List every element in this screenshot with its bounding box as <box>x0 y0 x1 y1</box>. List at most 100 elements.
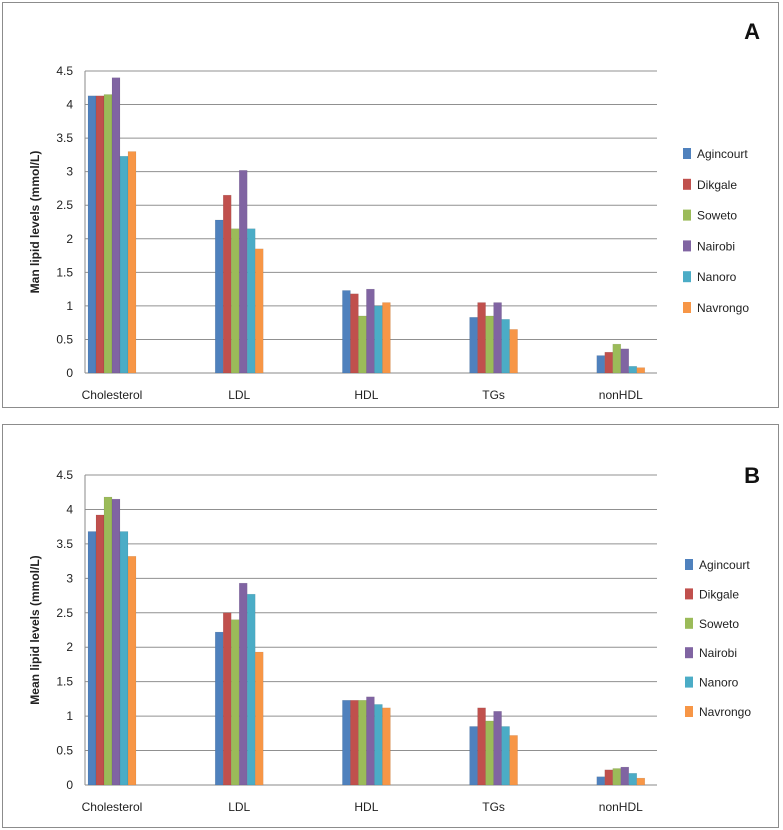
chart-b-legend-swatch-agincourt <box>685 559 693 570</box>
chart-b-category-label: HDL <box>354 800 378 814</box>
chart-b-bar-ldl-dikgale <box>222 612 232 786</box>
chart-a-ytick-label: 1 <box>66 299 73 313</box>
chart-b-category-label: TGs <box>482 800 505 814</box>
chart-a-bar-nonhdl-dikgale <box>604 351 614 374</box>
chart-a-bar-tgs-dikgale <box>477 302 486 374</box>
chart-a-ytick-label: 3 <box>66 165 73 179</box>
chart-a-bar-hdl-nanoro <box>374 305 383 374</box>
chart-b-bar-nonhdl-nanoro <box>628 773 638 786</box>
chart-b-panel-label: B <box>744 463 760 488</box>
chart-a-category-label: Cholesterol <box>82 388 143 402</box>
chart-a-bar-hdl-agincourt <box>342 290 351 374</box>
chart-a-legend-label: Navrongo <box>697 301 749 315</box>
chart-a-panel-label: A <box>744 19 760 44</box>
chart-a-bar-nonhdl-soweto <box>612 343 622 374</box>
chart-a-bar-cholesterol-dikgale <box>95 95 105 374</box>
chart-a-legend-label: Agincourt <box>697 147 748 161</box>
chart-b-legend-swatch-navrongo <box>685 706 693 717</box>
chart-b-bar-nonhdl-navrongo <box>636 777 646 786</box>
chart-b-bar-tgs-agincourt <box>469 726 478 786</box>
chart-b-legend-label: Soweto <box>699 617 739 631</box>
chart-a-bar-cholesterol-nairobi <box>111 77 121 374</box>
chart-a-legend-swatch-dikgale <box>683 178 691 190</box>
chart-a-category-label: nonHDL <box>599 388 643 402</box>
chart-a-bar-hdl-soweto <box>358 315 367 374</box>
chart-b-ytick-label: 2.5 <box>56 606 73 620</box>
chart-a-y-axis-title: Man lipid levels (mmol/L) <box>28 151 42 294</box>
chart-a-bar-ldl-nanoro <box>246 228 256 374</box>
chart-b-bar-tgs-nairobi <box>493 711 502 786</box>
chart-a-legend-swatch-agincourt <box>683 148 691 159</box>
chart-a-svg: 0 0.5 1 1.5 2 2.5 3 3.5 4 4.5 Cholesterol LDL HDL TGs… <box>28 19 760 402</box>
chart-b-legend-label: Dikgale <box>699 587 739 601</box>
chart-a-legend-label: Nanoro <box>697 270 737 284</box>
chart-b-bar-ldl-agincourt <box>214 631 224 786</box>
chart-b-category-label: nonHDL <box>599 800 643 814</box>
chart-a-category-label: TGs <box>482 388 505 402</box>
chart-b-ytick-label: 0.5 <box>56 744 73 758</box>
chart-a-legend-swatch-navrongo <box>683 302 691 313</box>
chart-a-category-label: HDL <box>354 388 378 402</box>
chart-b-legend-swatch-nanoro <box>685 676 693 688</box>
chart-b-bar-cholesterol-agincourt <box>87 531 97 786</box>
chart-a-ytick-label: 2.5 <box>56 198 73 212</box>
chart-b-bar-cholesterol-navrongo <box>127 556 137 786</box>
chart-a-bar-ldl-agincourt <box>214 219 224 374</box>
chart-b-bar-nonhdl-soweto <box>612 768 622 786</box>
chart-b-y-axis-title: Mean lipid levels (mmol/L) <box>28 555 42 704</box>
chart-b-bar-hdl-navrongo <box>382 707 391 786</box>
chart-a-bar-nonhdl-agincourt <box>596 355 606 374</box>
chart-a-bar-ldl-navrongo <box>254 248 264 374</box>
chart-a-bar-cholesterol-soweto <box>103 94 113 374</box>
chart-a-category-label: LDL <box>228 388 250 402</box>
chart-a-legend-swatch-nairobi <box>683 240 691 252</box>
chart-b-legend-swatch-dikgale <box>685 588 693 600</box>
chart-b-bar-hdl-nairobi <box>366 696 375 786</box>
chart-a-bar-tgs-agincourt <box>469 317 478 374</box>
chart-panel-a: 0 0.5 1 1.5 2 2.5 3 3.5 4 4.5 Cholesterol LDL HDL TGs… <box>2 2 779 408</box>
chart-a-ytick-label: 0 <box>66 366 73 380</box>
chart-a-legend-label: Soweto <box>697 209 737 223</box>
chart-a-legend-label: Nairobi <box>697 239 735 253</box>
chart-a-bar-ldl-dikgale <box>222 194 232 374</box>
chart-a-bar-hdl-navrongo <box>382 302 391 374</box>
chart-a-bar-nonhdl-navrongo <box>636 367 646 374</box>
chart-b-bar-cholesterol-dikgale <box>95 514 105 786</box>
chart-a-bar-hdl-nairobi <box>366 288 375 374</box>
chart-b-ytick-label: 0 <box>66 778 73 792</box>
chart-a-bar-nonhdl-nairobi <box>620 348 630 374</box>
chart-a-legend-label: Dikgale <box>697 178 737 192</box>
chart-b-legend-label: Nanoro <box>699 676 739 690</box>
chart-b-bar-tgs-nanoro <box>501 726 510 786</box>
chart-a-bar-cholesterol-agincourt <box>87 95 97 374</box>
chart-b-bar-ldl-nairobi <box>238 582 248 786</box>
chart-b-category-label: Cholesterol <box>82 800 143 814</box>
chart-a-bar-tgs-navrongo <box>509 329 518 374</box>
chart-b-bar-cholesterol-nanoro <box>119 531 129 786</box>
chart-b-ytick-label: 2 <box>66 640 73 654</box>
chart-b-ytick-label: 3.5 <box>56 537 73 551</box>
chart-b-legend-label: Navrongo <box>699 705 751 719</box>
chart-b-bar-nonhdl-nairobi <box>620 766 630 786</box>
chart-b-svg: 0 0.5 1 1.5 2 2.5 3 3.5 4 4.5 Cholesterol LDL HDL TGs… <box>28 463 760 814</box>
chart-b-bar-ldl-soweto <box>230 619 240 786</box>
chart-a-ytick-label: 0.5 <box>56 332 73 346</box>
chart-a-bar-ldl-soweto <box>230 228 240 374</box>
chart-b-ytick-label: 4.5 <box>56 468 73 482</box>
chart-a-legend-swatch-soweto <box>683 209 691 221</box>
chart-b-legend-swatch-nairobi <box>685 647 693 659</box>
chart-b-bar-ldl-navrongo <box>254 651 264 786</box>
chart-a-bar-nonhdl-nanoro <box>628 366 638 374</box>
chart-a-ytick-label: 1.5 <box>56 265 73 279</box>
chart-a-bar-hdl-dikgale <box>350 293 359 374</box>
chart-a-ytick-label: 4 <box>66 98 73 112</box>
chart-a-ytick-label: 3.5 <box>56 131 73 145</box>
chart-b-legend-label: Nairobi <box>699 646 737 660</box>
chart-b-bar-tgs-dikgale <box>477 707 486 786</box>
chart-a-bar-cholesterol-navrongo <box>127 151 137 374</box>
chart-panel-b: 0 0.5 1 1.5 2 2.5 3 3.5 4 4.5 Cholesterol LDL HDL TGs… <box>2 424 779 828</box>
chart-b-bar-tgs-soweto <box>485 720 494 786</box>
chart-a-ytick-label: 4.5 <box>56 64 73 78</box>
chart-b-bar-tgs-navrongo <box>509 735 518 786</box>
chart-b-bar-ldl-nanoro <box>246 593 256 786</box>
